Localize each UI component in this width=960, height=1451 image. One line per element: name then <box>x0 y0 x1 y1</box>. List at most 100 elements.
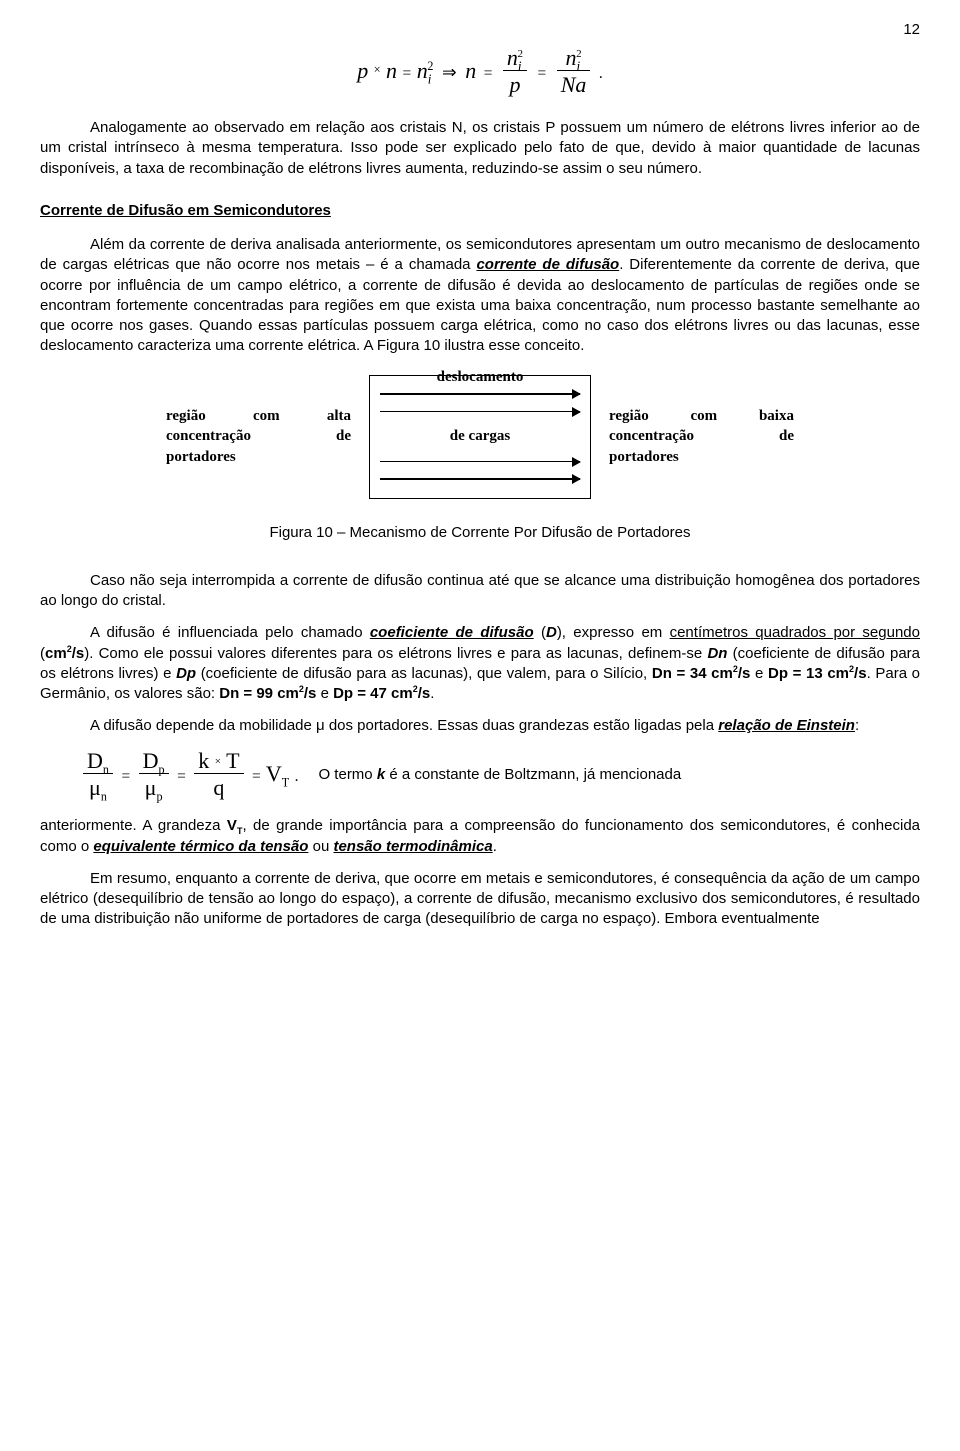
eq2-mu1: μ <box>89 775 101 800</box>
p6a: O termo <box>318 766 376 783</box>
paragraph-5: A difusão depende da mobilidade μ dos po… <box>40 716 920 736</box>
p7-V: V <box>227 817 237 834</box>
p4-ge-dn2: /s <box>304 685 317 702</box>
figure-10: regiãocomalta concentraçãode portadores … <box>40 375 920 543</box>
eq1-impl: ⇒ <box>442 62 457 82</box>
eq2-k: k <box>198 748 209 773</box>
p4-and2: e <box>316 685 333 702</box>
paragraph-4: A difusão é influenciada pelo chamado co… <box>40 623 920 704</box>
p7-or: ou <box>308 838 333 855</box>
eq1-f2np: 2 <box>576 48 582 60</box>
paragraph-2: Além da corrente de deriva analisada ant… <box>40 235 920 357</box>
eq2-mu2: μ <box>145 775 157 800</box>
diagram-left-label: região com alta concentração de portadores <box>166 406 351 467</box>
diagram-box: deslocamento de cargas <box>369 375 591 499</box>
p4-si-dn: Dn = 34 cm <box>652 665 733 682</box>
eq1-f2d: Na <box>557 71 591 100</box>
eq2-p2: p <box>156 789 162 803</box>
paragraph-3: Caso não seja interrompida a corrente de… <box>40 571 920 612</box>
p4-D: D <box>546 624 557 641</box>
p4-si-dp: Dp = 13 cm <box>768 665 849 682</box>
eq1-f1np: 2 <box>518 48 524 60</box>
dr-l1b: com <box>691 406 718 426</box>
p5-term: relação de Einstein <box>718 717 855 734</box>
p4-term: coeficiente de difusão <box>370 624 534 641</box>
p4-ge-dp: Dp = 47 cm <box>333 685 413 702</box>
dl-l3: portadores <box>166 449 236 465</box>
eq1-frac1: ni2 p <box>503 46 527 100</box>
p4c: ), expresso em <box>557 624 670 641</box>
eq1-f1d: p <box>503 71 527 100</box>
eq1-eq3: = <box>538 65 547 82</box>
page-number: 12 <box>40 20 920 40</box>
para2-term: corrente de difusão <box>476 256 619 273</box>
dl-l1a: região <box>166 406 206 426</box>
eq1-times: × <box>374 63 381 77</box>
dl-l1b: com <box>253 406 280 426</box>
eq1-f2n: n <box>565 45 576 70</box>
eq1-eq2: = <box>484 65 493 82</box>
paragraph-1: Analogamente ao observado em relação aos… <box>40 118 920 179</box>
dr-l2a: concentração <box>609 426 694 446</box>
eq2-Dp: D <box>143 748 159 773</box>
p5a: A difusão depende da mobilidade μ dos po… <box>90 717 718 734</box>
eq2-f3: k × T q <box>194 749 243 803</box>
arrow-4 <box>380 478 580 480</box>
paragraph-8: Em resumo, enquanto a corrente de deriva… <box>40 869 920 930</box>
p4i: . <box>430 685 434 702</box>
p4-and1: e <box>750 665 768 682</box>
section-heading: Corrente de Difusão em Semicondutores <box>40 201 920 221</box>
diagram-right-label: região com baixa concentração de portadores <box>609 406 794 467</box>
p6b: é a constante de Boltzmann, já mencionad… <box>385 766 681 783</box>
dr-l1a: região <box>609 406 649 426</box>
dl-l2a: concentração <box>166 426 251 446</box>
p7-t1: equivalente térmico da tensão <box>93 838 308 855</box>
eq2-Dn: D <box>87 748 103 773</box>
eq2-x: × <box>215 755 221 767</box>
figure-caption: Figura 10 – Mecanismo de Corrente Por Di… <box>40 523 920 543</box>
dr-l3: portadores <box>609 449 679 465</box>
p4-si-dp2: /s <box>854 665 867 682</box>
eq1-p: p <box>357 58 368 83</box>
eq1-ni-sup: 2 <box>427 59 433 73</box>
eq2-V: V <box>266 760 282 785</box>
paragraph-7: anteriormente. A grandeza VT, de grande … <box>40 816 920 857</box>
arrow-1 <box>380 393 580 395</box>
p7-t2: tensão termodinâmica <box>333 838 492 855</box>
eq1-frac2: ni2 Na <box>557 46 591 100</box>
p4-unit-u: centímetros quadrados por segundo <box>670 624 920 641</box>
dl-l2b: de <box>336 426 351 446</box>
p4-ge-dn: Dn = 99 cm <box>219 685 299 702</box>
eq2-f2: Dp μp <box>139 749 169 803</box>
p4-Dp: Dp <box>176 665 196 682</box>
p4-Dn: Dn <box>707 645 727 662</box>
eq1-f1n: n <box>507 45 518 70</box>
p6-k: k <box>377 766 385 783</box>
p5b: : <box>855 717 859 734</box>
dr-l2b: de <box>779 426 794 446</box>
eq2-Tsub: T <box>282 775 289 789</box>
diagram-mid-label: de cargas <box>370 426 590 446</box>
para6: O termo k é a constante de Boltzmann, já… <box>318 765 920 785</box>
p7c: . <box>493 838 497 855</box>
equation-1: p × n = ni2 ⇒ n = ni2 p = ni2 Na . <box>40 46 920 100</box>
p4-si-dn2: /s <box>738 665 751 682</box>
eq1-ni-sub: i <box>428 72 432 87</box>
arrow-3 <box>380 461 580 463</box>
eq1-period: . <box>599 65 603 82</box>
eq2-T: T <box>226 748 239 773</box>
dr-l1c: baixa <box>759 406 794 426</box>
eq2-n2: n <box>101 789 107 803</box>
eq1-eq1: = <box>403 65 412 82</box>
p4-cm: cm <box>45 645 67 662</box>
p4e: ). Como ele possui valores diferentes pa… <box>84 645 707 662</box>
eq1-n2: n <box>465 58 476 83</box>
p4b: ( <box>534 624 546 641</box>
p4-ge-dp2: /s <box>418 685 431 702</box>
dl-l1c: alta <box>327 406 351 426</box>
arrow-2 <box>380 411 580 413</box>
p4g: (coeficiente de difusão para as lacunas)… <box>196 665 652 682</box>
p4-s: /s <box>72 645 85 662</box>
p4a: A difusão é influenciada pelo chamado <box>90 624 370 641</box>
eq1-n: n <box>386 58 397 83</box>
